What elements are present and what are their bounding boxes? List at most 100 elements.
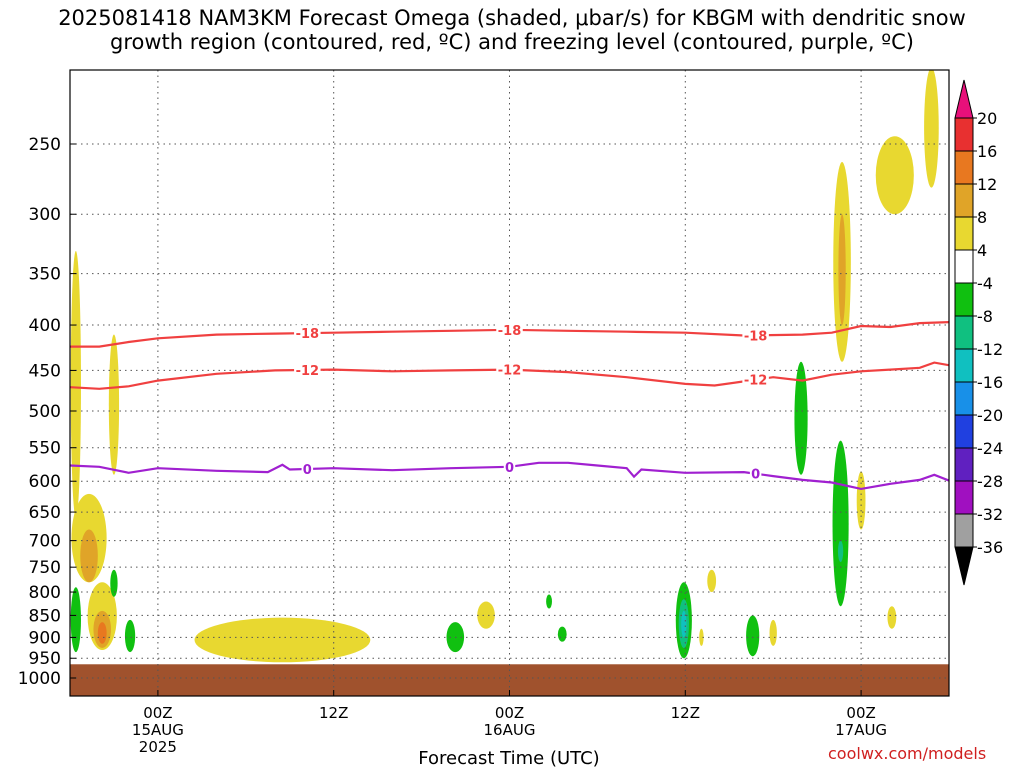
colorbar-label: 4 — [977, 241, 987, 260]
grid-lines — [70, 70, 949, 696]
y-tick-label: 900 — [29, 628, 61, 648]
x-tick-label: 2025 — [139, 738, 177, 756]
omega-region — [110, 569, 118, 597]
x-tick-label: 17AUG — [835, 721, 887, 739]
omega-region — [681, 610, 687, 638]
contour-label-bg — [742, 371, 769, 387]
y-tick-label: 500 — [29, 402, 61, 422]
colorbar-label: -16 — [977, 373, 1003, 392]
contour-label-bg — [294, 325, 321, 341]
omega-region — [557, 626, 567, 642]
contour-label: 0 — [751, 468, 760, 483]
contour-label: -18 — [296, 327, 320, 342]
colorbar-swatch — [954, 282, 974, 317]
x-tick-label: 12Z — [671, 704, 700, 722]
omega-region — [194, 617, 371, 663]
y-tick-label: 700 — [29, 532, 61, 552]
x-tick-label: 00Z — [846, 704, 875, 722]
contour-label: -18 — [744, 329, 768, 344]
title-line-2: growth region (contoured, red, ºC) and f… — [110, 30, 914, 54]
contour-label-bg — [503, 458, 516, 474]
omega-region — [875, 136, 914, 215]
omega-region — [108, 334, 120, 475]
omega-region — [769, 619, 777, 646]
x-tick-label: 00Z — [495, 704, 524, 722]
omega-region — [699, 628, 704, 646]
omega-region — [477, 601, 495, 629]
contour-layer: -18 -18 -18 -12 -12 -12 0 0 0 — [70, 321, 949, 491]
colorbar-swatch — [954, 348, 974, 383]
omega-region — [546, 594, 552, 609]
omega-region — [746, 615, 760, 657]
omega-region — [97, 622, 107, 644]
y-tick-label: 450 — [29, 361, 61, 381]
colorbar-swatch — [954, 183, 974, 218]
contour-label-bg — [301, 460, 314, 476]
colorbar-label: 20 — [977, 109, 997, 128]
contour-label-bg — [496, 361, 523, 377]
omega-region — [70, 587, 81, 653]
contour-label: -12 — [296, 364, 320, 379]
colorbar-label: 16 — [977, 142, 997, 161]
colorbar-swatch — [954, 216, 974, 251]
y-tick-label: 750 — [29, 558, 61, 578]
colorbar-label: -12 — [977, 340, 1003, 359]
contour-line — [70, 361, 949, 390]
omega-region — [80, 529, 98, 583]
colorbar-swatch — [954, 447, 974, 482]
x-tick-label: 16AUG — [484, 721, 536, 739]
chart-title: 2025081418 NAM3KM Forecast Omega (shaded… — [0, 6, 1024, 54]
colorbar-swatch — [954, 315, 974, 350]
omega-shading-layer — [70, 70, 939, 663]
contour-line — [70, 461, 949, 491]
colorbar-bottom-arrow — [954, 546, 974, 586]
title-line-1: 2025081418 NAM3KM Forecast Omega (shaded… — [58, 6, 966, 30]
omega-region — [838, 214, 846, 326]
colorbar-label: 8 — [977, 208, 987, 227]
omega-region — [707, 569, 717, 593]
colorbar-label: -28 — [977, 472, 1003, 491]
y-tick-label: 350 — [29, 265, 61, 285]
contour-line — [70, 321, 949, 348]
x-tick-label: 15AUG — [132, 721, 184, 739]
omega-region — [887, 606, 897, 629]
x-axis-label: Forecast Time (UTC) — [418, 748, 599, 768]
contour-label: 0 — [505, 461, 514, 476]
y-axis: 2503003504004505005506006507007508008509… — [18, 135, 76, 689]
colorbar-label: -8 — [977, 307, 993, 326]
colorbar-label: -20 — [977, 406, 1003, 425]
colorbar-swatch — [954, 414, 974, 449]
colorbar-top-arrow — [954, 79, 974, 119]
y-tick-label: 950 — [29, 649, 61, 669]
colorbar-label: -4 — [977, 274, 993, 293]
y-tick-label: 850 — [29, 606, 61, 626]
contour-label: -18 — [498, 324, 522, 339]
colorbar-label: -32 — [977, 505, 1003, 524]
credit-text: coolwx.com/models — [828, 744, 987, 763]
colorbar-swatch — [954, 480, 974, 515]
contour-label: 0 — [303, 463, 312, 478]
y-tick-label: 300 — [29, 205, 61, 225]
y-tick-label: 650 — [29, 503, 61, 523]
colorbar-swatch — [954, 117, 974, 152]
contour-label-bg — [294, 361, 321, 377]
contour-label-bg — [496, 321, 523, 337]
colorbar-label: 12 — [977, 175, 997, 194]
contour-label: -12 — [744, 374, 768, 389]
y-tick-label: 800 — [29, 583, 61, 603]
omega-region — [837, 540, 844, 563]
contour-label-bg — [742, 327, 769, 343]
y-tick-label: 550 — [29, 439, 61, 459]
colorbar-swatch — [954, 150, 974, 185]
omega-region — [924, 70, 939, 188]
contour-label: -12 — [498, 364, 522, 379]
colorbar-legend: 20 16 12 8 4 -4 -8 -12 -16 -20 -24 -28 -32 -36 — [954, 79, 1003, 586]
omega-region — [70, 250, 81, 518]
omega-region — [832, 440, 849, 607]
x-tick-label: 12Z — [319, 704, 348, 722]
omega-region — [794, 361, 808, 475]
y-tick-label: 600 — [29, 472, 61, 492]
y-tick-label: 400 — [29, 316, 61, 336]
